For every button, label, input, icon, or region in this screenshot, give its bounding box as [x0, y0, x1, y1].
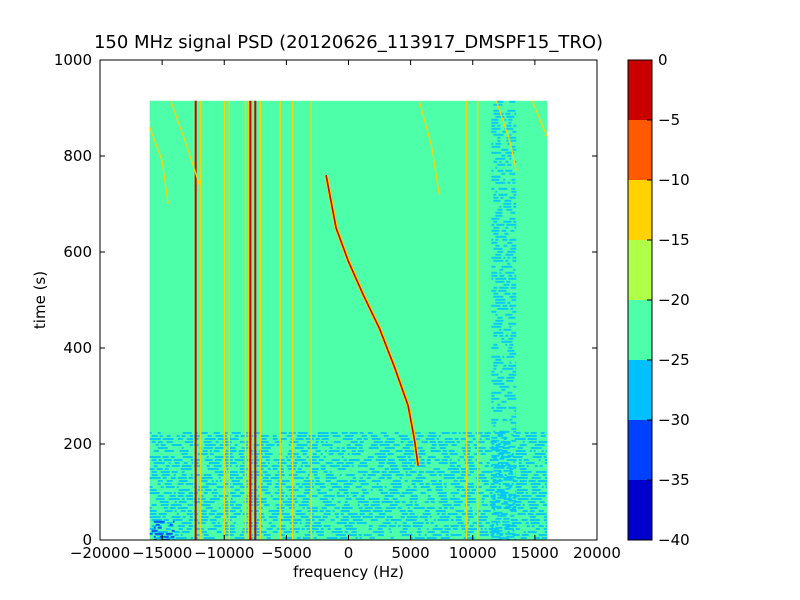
x-tick-label: −15000 [132, 544, 192, 562]
colorbar-tick-label: 0 [658, 51, 668, 69]
colorbar-tick-label: −5 [658, 111, 680, 129]
y-tick-label: 600 [63, 243, 92, 261]
colorbar-tick-label: −15 [658, 231, 690, 249]
x-tick-label: 0 [344, 544, 354, 562]
colorbar-segment [628, 120, 652, 180]
noise-band [149, 432, 548, 539]
doppler-curve [531, 100, 548, 138]
colorbar-segment [628, 420, 652, 480]
x-tick-label: −20000 [70, 544, 130, 562]
colorbar-segment [628, 180, 652, 240]
colorbar-tick-label: −25 [658, 351, 690, 369]
colorbar-segment [628, 240, 652, 300]
colorbar-segment [628, 480, 652, 540]
x-axis-label: frequency (Hz) [293, 563, 404, 581]
y-tick-label: 1000 [54, 51, 92, 69]
noise-band [491, 100, 517, 540]
colorbar-segment [628, 300, 652, 360]
colorbar-segment [628, 360, 652, 420]
y-tick-label: 400 [63, 339, 92, 357]
chart-title: 150 MHz signal PSD (20120626_113917_DMSP… [94, 32, 603, 53]
noise-band [149, 520, 175, 540]
heatmap-layer [149, 100, 548, 540]
x-axis: −20000 −15000 −10000 −5000 0 5000 10000 15000 20… [70, 60, 621, 562]
colorbar-tick-label: −30 [658, 411, 690, 429]
colorbar: 0 −5 −10 −15 −20 −25 −30 −35 −40 [627, 51, 690, 549]
y-tick-label: 800 [63, 147, 92, 165]
colorbar-tick-label: −20 [658, 291, 690, 309]
y-tick-label: 200 [63, 435, 92, 453]
x-tick-label: 15000 [511, 544, 559, 562]
x-tick-label: 5000 [392, 544, 430, 562]
colorbar-tick-label: −10 [658, 171, 690, 189]
x-tick-label: 10000 [449, 544, 497, 562]
doppler-curve [418, 100, 440, 195]
x-tick-label: −10000 [194, 544, 254, 562]
y-tick-label: 0 [82, 531, 92, 549]
doppler-curve [325, 175, 419, 466]
doppler-curve [170, 100, 201, 185]
colorbar-tick-label: −35 [658, 471, 690, 489]
colorbar-segment [628, 60, 652, 120]
doppler-curve [149, 126, 169, 205]
y-axis: 0 200 400 600 800 1000 [54, 51, 597, 549]
x-tick-label: 20000 [573, 544, 621, 562]
x-tick-label: −5000 [261, 544, 312, 562]
doppler-curve [495, 100, 517, 171]
y-axis-label: time (s) [31, 271, 49, 329]
colorbar-tick-label: −40 [658, 531, 690, 549]
